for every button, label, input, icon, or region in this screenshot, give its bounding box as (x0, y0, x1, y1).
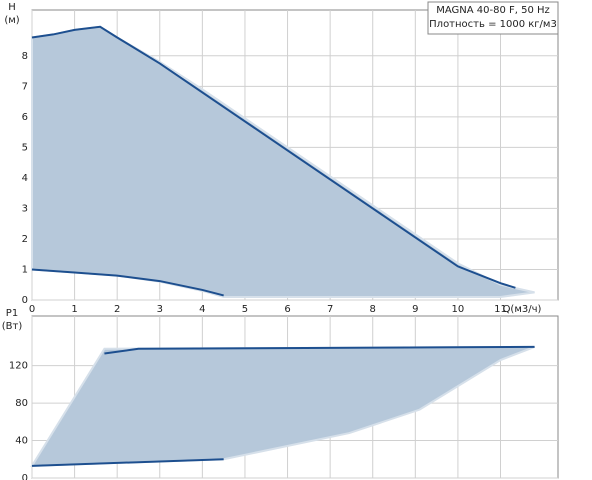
x-tick-label: 2 (114, 304, 120, 315)
y-tick-label: 7 (22, 81, 28, 92)
curve (31, 268, 224, 297)
x-tick-label: 3 (157, 304, 163, 315)
x-tick-label: 9 (412, 304, 418, 315)
curve (104, 345, 535, 355)
y-tick-label: 2 (22, 234, 28, 245)
x-tick-label: 10 (452, 304, 465, 315)
curve (31, 25, 516, 289)
y-tick-label: 3 (22, 203, 28, 214)
y-tick-label: 6 (22, 112, 28, 123)
y-axis-unit: (м) (4, 15, 19, 26)
x-tick-label: 11 (494, 304, 507, 315)
y-tick-label: 8 (22, 51, 28, 62)
y-axis-label: P1 (6, 308, 18, 319)
y-tick-label: 40 (15, 436, 28, 447)
x-tick-label: 1 (71, 304, 77, 315)
x-tick-label: 8 (370, 304, 376, 315)
y-tick-label: 120 (9, 361, 28, 372)
y-tick-label: 0 (22, 295, 28, 306)
y-tick-label: 80 (15, 398, 28, 409)
info-text: MAGNA 40-80 F, 50 Hz (436, 5, 550, 16)
y-tick-label: 5 (22, 142, 28, 153)
x-tick-label: 7 (327, 304, 333, 315)
y-tick-label: 4 (22, 173, 28, 184)
x-tick-label: 4 (199, 304, 205, 315)
x-tick-label: 0 (29, 304, 35, 315)
info-text: Плотность = 1000 кг/м3 (429, 19, 557, 30)
x-tick-label: 6 (284, 304, 290, 315)
y-tick-label: 0 (22, 473, 28, 480)
y-tick-label: 1 (22, 264, 28, 275)
info-box (427, 1, 559, 35)
curve (31, 458, 224, 467)
y-axis-label: H (8, 2, 16, 13)
y-axis-unit: (Вт) (2, 321, 23, 332)
x-tick-label: 5 (242, 304, 248, 315)
x-axis-label: Q(м3/ч) (503, 304, 542, 315)
